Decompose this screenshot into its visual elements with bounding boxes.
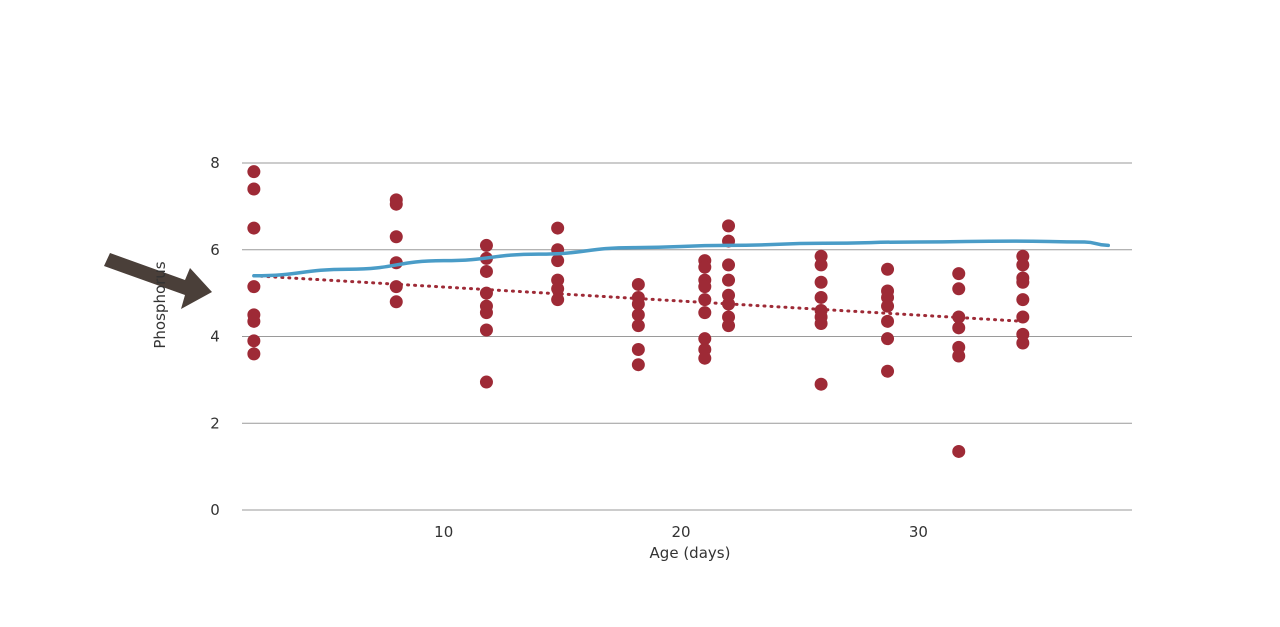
data-point bbox=[722, 258, 736, 272]
data-point bbox=[631, 277, 645, 291]
y-axis-label: Phosphorus bbox=[151, 261, 169, 348]
data-point bbox=[698, 306, 712, 320]
data-point bbox=[952, 321, 966, 335]
data-point bbox=[247, 165, 261, 179]
x-tick-label: 30 bbox=[909, 523, 928, 541]
gridlines bbox=[242, 162, 1132, 511]
data-points bbox=[247, 165, 1030, 458]
data-point bbox=[551, 293, 565, 307]
data-point bbox=[479, 264, 493, 278]
data-point bbox=[631, 297, 645, 311]
smoothed-trend-line bbox=[252, 239, 1111, 278]
y-tick-label: 6 bbox=[210, 241, 220, 259]
data-point bbox=[479, 375, 493, 389]
data-point bbox=[952, 444, 966, 458]
data-point bbox=[247, 280, 261, 294]
x-tick-label: 10 bbox=[434, 523, 453, 541]
x-tick-label: 20 bbox=[672, 523, 691, 541]
arrow-icon bbox=[104, 253, 212, 309]
data-point bbox=[247, 314, 261, 328]
data-point bbox=[551, 254, 565, 268]
data-point bbox=[1016, 275, 1030, 289]
y-tick-label: 8 bbox=[210, 154, 220, 172]
data-point bbox=[247, 182, 261, 196]
data-point bbox=[1016, 310, 1030, 324]
data-point bbox=[247, 334, 261, 348]
data-point bbox=[952, 282, 966, 296]
data-point bbox=[952, 267, 966, 281]
data-point bbox=[389, 295, 403, 309]
data-point bbox=[698, 260, 712, 274]
data-point bbox=[631, 343, 645, 357]
data-point bbox=[389, 230, 403, 244]
data-point bbox=[631, 308, 645, 322]
data-point bbox=[814, 316, 828, 330]
data-point bbox=[247, 347, 261, 361]
data-point bbox=[247, 221, 261, 235]
data-point bbox=[1016, 258, 1030, 272]
y-tick-labels: 0 2 4 6 8 bbox=[210, 154, 220, 519]
data-point bbox=[881, 332, 895, 346]
data-point bbox=[479, 238, 493, 252]
data-point bbox=[952, 349, 966, 363]
data-point bbox=[814, 275, 828, 289]
data-point bbox=[722, 273, 736, 287]
data-point bbox=[1016, 293, 1030, 307]
data-point bbox=[698, 332, 712, 346]
trend-lines bbox=[252, 239, 1111, 323]
data-point bbox=[479, 323, 493, 337]
data-point bbox=[631, 358, 645, 372]
data-point bbox=[389, 280, 403, 294]
annotation-arrow bbox=[104, 253, 212, 309]
y-tick-label: 2 bbox=[210, 414, 220, 432]
data-point bbox=[551, 282, 565, 296]
data-point bbox=[1016, 336, 1030, 350]
data-point bbox=[814, 290, 828, 304]
x-axis-label: Age (days) bbox=[650, 544, 731, 562]
data-point bbox=[698, 280, 712, 294]
data-point bbox=[698, 351, 712, 365]
data-point bbox=[479, 306, 493, 320]
data-point bbox=[814, 258, 828, 272]
linear-trendline bbox=[252, 274, 1025, 323]
x-tick-labels: 10 20 30 bbox=[434, 523, 928, 541]
data-point bbox=[722, 219, 736, 233]
data-point bbox=[881, 314, 895, 328]
data-point bbox=[722, 319, 736, 333]
data-point bbox=[389, 197, 403, 211]
y-tick-label: 4 bbox=[210, 328, 220, 346]
data-point bbox=[881, 299, 895, 313]
data-point bbox=[814, 377, 828, 391]
data-point bbox=[631, 319, 645, 333]
data-point bbox=[881, 364, 895, 378]
data-point bbox=[551, 221, 565, 235]
data-point bbox=[881, 262, 895, 276]
y-tick-label: 0 bbox=[210, 501, 220, 519]
